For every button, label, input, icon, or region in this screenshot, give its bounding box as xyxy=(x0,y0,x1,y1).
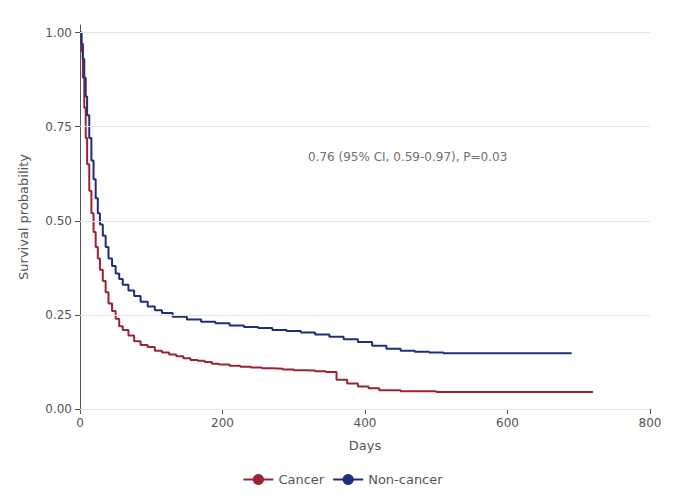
svg-text:0.76 (95% CI, 0.59-0.97), P=0.: 0.76 (95% CI, 0.59-0.97), P=0.03 xyxy=(308,150,507,164)
svg-text:0.75: 0.75 xyxy=(45,120,72,134)
svg-text:Cancer: Cancer xyxy=(278,472,324,487)
svg-text:1.00: 1.00 xyxy=(45,26,72,40)
svg-text:0.50: 0.50 xyxy=(45,214,72,228)
svg-text:200: 200 xyxy=(211,416,234,430)
svg-text:Non-cancer: Non-cancer xyxy=(368,472,443,487)
svg-text:600: 600 xyxy=(496,416,519,430)
svg-text:0.00: 0.00 xyxy=(45,402,72,416)
svg-text:Survival probability: Survival probability xyxy=(16,154,31,280)
svg-text:Days: Days xyxy=(349,438,382,453)
svg-text:0: 0 xyxy=(76,416,84,430)
svg-text:400: 400 xyxy=(354,416,377,430)
svg-text:0.25: 0.25 xyxy=(45,308,72,322)
svg-text:800: 800 xyxy=(639,416,662,430)
